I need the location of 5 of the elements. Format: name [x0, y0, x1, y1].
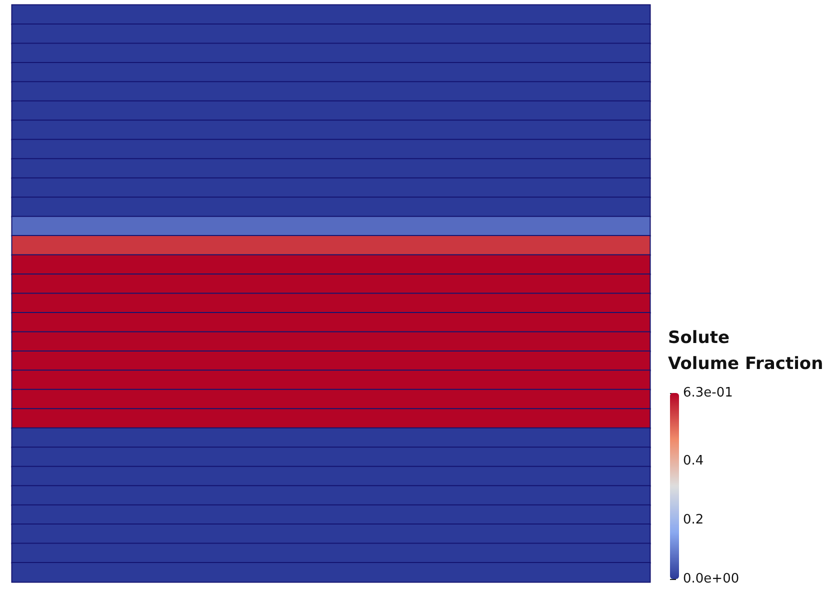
color-bar-label: 0.4 — [683, 453, 704, 468]
color-bar-label: 0.2 — [683, 512, 704, 528]
color-bar-label: 0.0e+00 — [683, 572, 740, 586]
color-bar-title: Solute Volume Fraction — [668, 328, 824, 374]
color-bar-label: 6.3e-01 — [683, 386, 733, 400]
